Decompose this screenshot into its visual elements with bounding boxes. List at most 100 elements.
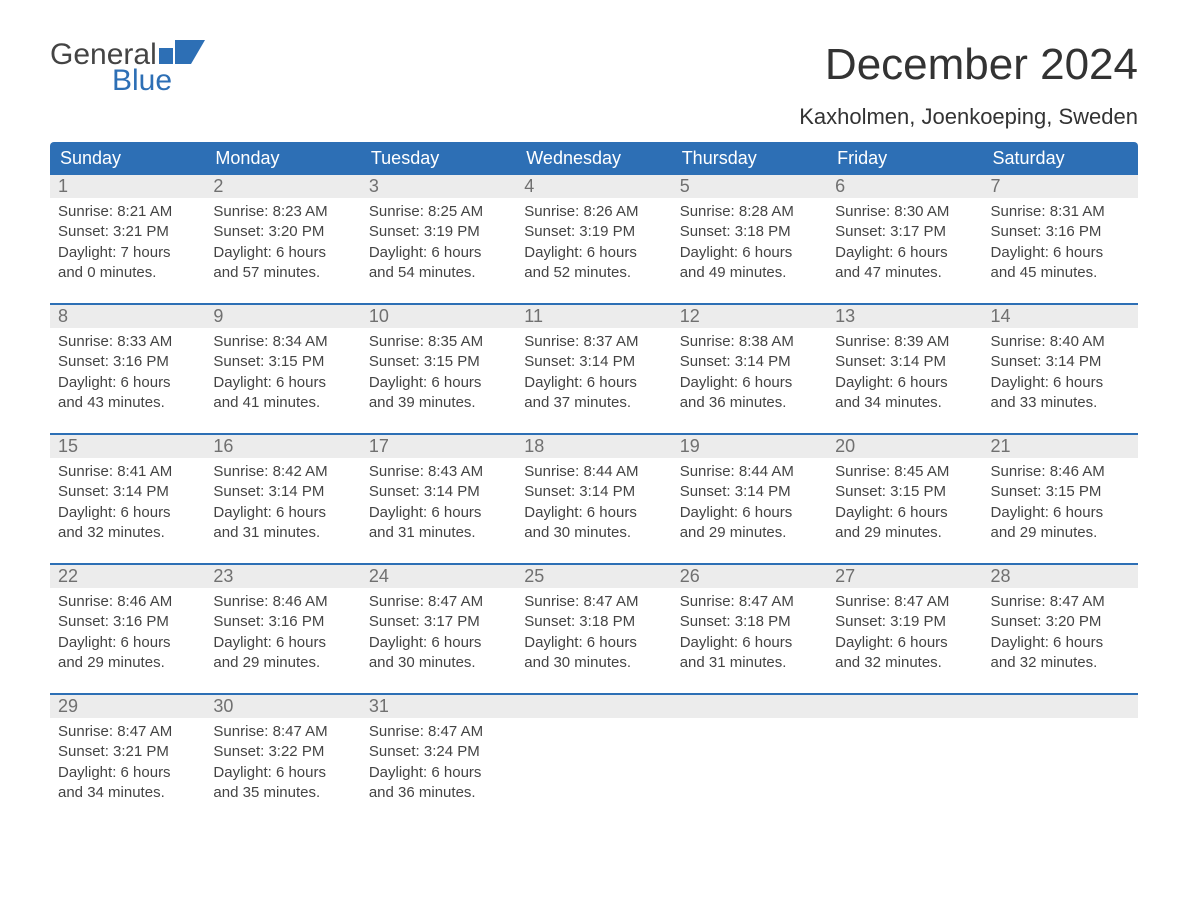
sunrise-line: Sunrise: 8:33 AM bbox=[58, 332, 197, 352]
day-cell: 9Sunrise: 8:34 AMSunset: 3:15 PMDaylight… bbox=[205, 305, 360, 433]
daylight-line-2: and 0 minutes. bbox=[58, 263, 197, 283]
daylight-line-1: Daylight: 6 hours bbox=[369, 633, 508, 653]
sunset-line: Sunset: 3:14 PM bbox=[524, 352, 663, 372]
daylight-line-1: Daylight: 6 hours bbox=[680, 373, 819, 393]
day-cell: 25Sunrise: 8:47 AMSunset: 3:18 PMDayligh… bbox=[516, 565, 671, 693]
weekday-header: Thursday bbox=[672, 142, 827, 175]
day-body: Sunrise: 8:23 AMSunset: 3:20 PMDaylight:… bbox=[205, 198, 360, 293]
day-body: Sunrise: 8:37 AMSunset: 3:14 PMDaylight:… bbox=[516, 328, 671, 423]
sunrise-line: Sunrise: 8:45 AM bbox=[835, 462, 974, 482]
day-cell: 19Sunrise: 8:44 AMSunset: 3:14 PMDayligh… bbox=[672, 435, 827, 563]
day-number bbox=[983, 695, 1138, 718]
day-body: Sunrise: 8:44 AMSunset: 3:14 PMDaylight:… bbox=[516, 458, 671, 553]
day-body: Sunrise: 8:47 AMSunset: 3:24 PMDaylight:… bbox=[361, 718, 516, 813]
day-number: 27 bbox=[827, 565, 982, 588]
daylight-line-2: and 29 minutes. bbox=[58, 653, 197, 673]
sunset-line: Sunset: 3:14 PM bbox=[680, 352, 819, 372]
day-number bbox=[672, 695, 827, 718]
daylight-line-2: and 30 minutes. bbox=[524, 653, 663, 673]
daylight-line-2: and 57 minutes. bbox=[213, 263, 352, 283]
sunrise-line: Sunrise: 8:39 AM bbox=[835, 332, 974, 352]
week-row: 1Sunrise: 8:21 AMSunset: 3:21 PMDaylight… bbox=[50, 175, 1138, 303]
sunset-line: Sunset: 3:14 PM bbox=[835, 352, 974, 372]
month-title: December 2024 bbox=[799, 40, 1138, 90]
daylight-line-1: Daylight: 6 hours bbox=[58, 503, 197, 523]
daylight-line-2: and 31 minutes. bbox=[213, 523, 352, 543]
day-cell: 8Sunrise: 8:33 AMSunset: 3:16 PMDaylight… bbox=[50, 305, 205, 433]
daylight-line-2: and 34 minutes. bbox=[58, 783, 197, 803]
sunset-line: Sunset: 3:22 PM bbox=[213, 742, 352, 762]
day-body: Sunrise: 8:38 AMSunset: 3:14 PMDaylight:… bbox=[672, 328, 827, 423]
day-number: 24 bbox=[361, 565, 516, 588]
daylight-line-1: Daylight: 6 hours bbox=[524, 373, 663, 393]
daylight-line-1: Daylight: 6 hours bbox=[213, 633, 352, 653]
day-body bbox=[827, 718, 982, 732]
day-body: Sunrise: 8:46 AMSunset: 3:16 PMDaylight:… bbox=[50, 588, 205, 683]
day-cell: 1Sunrise: 8:21 AMSunset: 3:21 PMDaylight… bbox=[50, 175, 205, 303]
week-row: 29Sunrise: 8:47 AMSunset: 3:21 PMDayligh… bbox=[50, 693, 1138, 823]
day-number: 5 bbox=[672, 175, 827, 198]
daylight-line-2: and 32 minutes. bbox=[58, 523, 197, 543]
daylight-line-1: Daylight: 6 hours bbox=[58, 633, 197, 653]
day-cell: 16Sunrise: 8:42 AMSunset: 3:14 PMDayligh… bbox=[205, 435, 360, 563]
daylight-line-2: and 45 minutes. bbox=[991, 263, 1130, 283]
day-cell: 3Sunrise: 8:25 AMSunset: 3:19 PMDaylight… bbox=[361, 175, 516, 303]
sunset-line: Sunset: 3:15 PM bbox=[213, 352, 352, 372]
day-body: Sunrise: 8:47 AMSunset: 3:18 PMDaylight:… bbox=[516, 588, 671, 683]
day-cell: 26Sunrise: 8:47 AMSunset: 3:18 PMDayligh… bbox=[672, 565, 827, 693]
daylight-line-2: and 33 minutes. bbox=[991, 393, 1130, 413]
sunrise-line: Sunrise: 8:25 AM bbox=[369, 202, 508, 222]
day-body: Sunrise: 8:26 AMSunset: 3:19 PMDaylight:… bbox=[516, 198, 671, 293]
sunset-line: Sunset: 3:14 PM bbox=[369, 482, 508, 502]
daylight-line-1: Daylight: 6 hours bbox=[835, 633, 974, 653]
day-cell: 31Sunrise: 8:47 AMSunset: 3:24 PMDayligh… bbox=[361, 695, 516, 823]
daylight-line-1: Daylight: 6 hours bbox=[369, 373, 508, 393]
sunrise-line: Sunrise: 8:28 AM bbox=[680, 202, 819, 222]
day-body bbox=[672, 718, 827, 732]
daylight-line-2: and 52 minutes. bbox=[524, 263, 663, 283]
sunrise-line: Sunrise: 8:46 AM bbox=[58, 592, 197, 612]
daylight-line-2: and 32 minutes. bbox=[991, 653, 1130, 673]
day-body: Sunrise: 8:21 AMSunset: 3:21 PMDaylight:… bbox=[50, 198, 205, 293]
day-cell: 30Sunrise: 8:47 AMSunset: 3:22 PMDayligh… bbox=[205, 695, 360, 823]
sunset-line: Sunset: 3:14 PM bbox=[991, 352, 1130, 372]
day-cell: 18Sunrise: 8:44 AMSunset: 3:14 PMDayligh… bbox=[516, 435, 671, 563]
sunrise-line: Sunrise: 8:40 AM bbox=[991, 332, 1130, 352]
sunset-line: Sunset: 3:15 PM bbox=[835, 482, 974, 502]
day-number bbox=[827, 695, 982, 718]
day-cell: 7Sunrise: 8:31 AMSunset: 3:16 PMDaylight… bbox=[983, 175, 1138, 303]
day-number: 18 bbox=[516, 435, 671, 458]
day-number: 10 bbox=[361, 305, 516, 328]
day-number: 16 bbox=[205, 435, 360, 458]
daylight-line-2: and 31 minutes. bbox=[680, 653, 819, 673]
daylight-line-2: and 43 minutes. bbox=[58, 393, 197, 413]
daylight-line-2: and 29 minutes. bbox=[680, 523, 819, 543]
sunrise-line: Sunrise: 8:21 AM bbox=[58, 202, 197, 222]
day-body: Sunrise: 8:47 AMSunset: 3:18 PMDaylight:… bbox=[672, 588, 827, 683]
daylight-line-1: Daylight: 6 hours bbox=[991, 373, 1130, 393]
sunrise-line: Sunrise: 8:47 AM bbox=[369, 592, 508, 612]
day-number: 28 bbox=[983, 565, 1138, 588]
day-number: 1 bbox=[50, 175, 205, 198]
day-number: 14 bbox=[983, 305, 1138, 328]
sunrise-line: Sunrise: 8:23 AM bbox=[213, 202, 352, 222]
daylight-line-2: and 37 minutes. bbox=[524, 393, 663, 413]
sunrise-line: Sunrise: 8:46 AM bbox=[213, 592, 352, 612]
day-cell bbox=[983, 695, 1138, 823]
daylight-line-1: Daylight: 6 hours bbox=[58, 373, 197, 393]
day-cell: 29Sunrise: 8:47 AMSunset: 3:21 PMDayligh… bbox=[50, 695, 205, 823]
day-number: 3 bbox=[361, 175, 516, 198]
sunrise-line: Sunrise: 8:42 AM bbox=[213, 462, 352, 482]
daylight-line-2: and 31 minutes. bbox=[369, 523, 508, 543]
day-number: 4 bbox=[516, 175, 671, 198]
location-text: Kaxholmen, Joenkoeping, Sweden bbox=[799, 104, 1138, 130]
daylight-line-2: and 29 minutes. bbox=[213, 653, 352, 673]
daylight-line-2: and 34 minutes. bbox=[835, 393, 974, 413]
day-number: 7 bbox=[983, 175, 1138, 198]
day-cell: 15Sunrise: 8:41 AMSunset: 3:14 PMDayligh… bbox=[50, 435, 205, 563]
sunrise-line: Sunrise: 8:41 AM bbox=[58, 462, 197, 482]
sunrise-line: Sunrise: 8:38 AM bbox=[680, 332, 819, 352]
daylight-line-1: Daylight: 6 hours bbox=[58, 763, 197, 783]
day-number: 25 bbox=[516, 565, 671, 588]
sunset-line: Sunset: 3:14 PM bbox=[524, 482, 663, 502]
